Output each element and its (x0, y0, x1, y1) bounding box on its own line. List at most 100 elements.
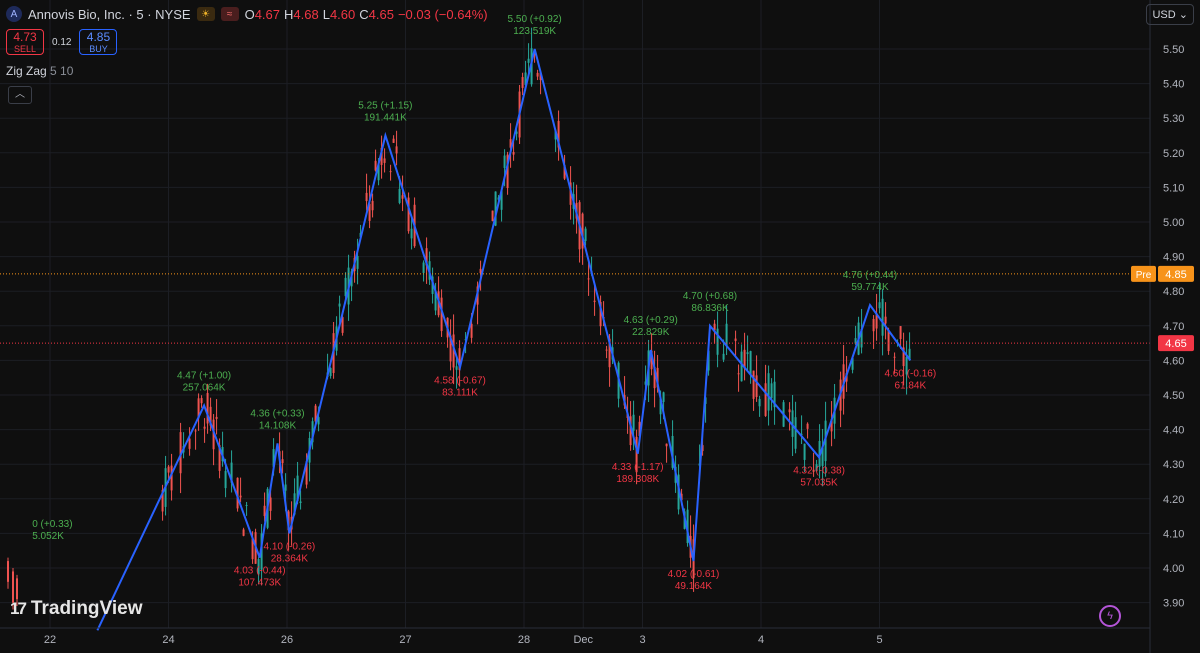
premarket-tag-label: Pre (1136, 270, 1152, 281)
candle-body (758, 399, 761, 407)
candle-body (671, 435, 674, 468)
candle-body (458, 348, 461, 371)
candle-body (905, 356, 908, 375)
price-axis-tick: 4.50 (1163, 390, 1184, 402)
candle-body (584, 228, 587, 241)
buy-label: BUY (89, 44, 108, 54)
candle-body (515, 131, 518, 134)
candle-body (881, 298, 884, 336)
pivot-low-volume: 189.308K (616, 474, 659, 485)
chevron-up-icon[interactable]: ︿ (8, 86, 32, 104)
zigzag-line (96, 48, 912, 631)
sun-icon[interactable]: ☀ (196, 7, 215, 21)
pivot-low-volume: 61.84K (894, 380, 926, 391)
candle-body (470, 323, 473, 338)
candle-body (167, 466, 170, 473)
candle-body (170, 465, 173, 491)
candle-body (434, 291, 437, 311)
lightning-icon[interactable]: ϟ (1099, 605, 1121, 627)
candle-body (368, 203, 371, 221)
ohlc-value: 4.68 (293, 6, 319, 22)
pivot-low-volume: 57.035K (800, 477, 838, 488)
symbol-logo-icon[interactable]: A (6, 6, 22, 22)
trade-panel: 4.73 SELL 0.12 4.85 BUY (6, 29, 118, 55)
candle-body (245, 504, 248, 506)
watermark-text: TradingView (30, 598, 143, 619)
time-axis-tick: Dec (573, 634, 593, 646)
candle-body (557, 120, 560, 148)
candle-body (608, 338, 611, 368)
price-axis-tick: 4.40 (1163, 425, 1184, 437)
wave-icon[interactable]: ≈ (220, 7, 239, 21)
pivot-high-volume: 14.108K (259, 420, 297, 431)
candle-body (356, 255, 359, 269)
time-axis-tick: 22 (44, 634, 56, 646)
pivot-high-label: 4.36 (+0.33) (250, 408, 304, 419)
candle-body (317, 417, 320, 425)
symbol-header: A Annovis Bio, Inc. · 5 · NYSE ☀ ≈ O4.67… (0, 0, 492, 28)
candle-body (452, 334, 455, 368)
candle-body (755, 375, 758, 398)
candle-body (740, 351, 743, 382)
candle-body (197, 398, 200, 419)
candle-body (236, 477, 239, 509)
sell-button[interactable]: 4.73 SELL (6, 29, 44, 55)
candle-body (296, 475, 299, 501)
candle-body (638, 421, 641, 436)
candle-body (659, 398, 662, 415)
price-axis-tick: 5.00 (1163, 217, 1184, 229)
candle-body (632, 414, 635, 431)
candle-body (341, 317, 344, 333)
pivot-low-label: 4.33 (-1.17) (612, 462, 664, 473)
candle-body (491, 210, 494, 221)
candle-body (422, 262, 425, 273)
tradingview-mark-icon: 17 (10, 599, 27, 618)
candle-body (389, 171, 392, 173)
indicator-params: 5 10 (50, 64, 74, 78)
candle-body (746, 352, 749, 355)
candle-body (410, 228, 413, 239)
pivot-high-label: 0 (+0.33) (32, 519, 72, 530)
ohlc-value: 4.60 (329, 6, 356, 22)
candle-body (392, 138, 395, 143)
candle-body (338, 303, 341, 307)
candle-body (188, 438, 191, 449)
pivot-high-label: 5.50 (+0.92) (508, 14, 562, 25)
time-axis-tick: 24 (162, 634, 174, 646)
pivot-low-label: 4.60 (-0.16) (884, 368, 936, 379)
spread-value: 0.12 (52, 36, 72, 48)
candle-body (593, 300, 596, 302)
candle-body (215, 416, 218, 419)
time-axis-tick: 3 (639, 634, 645, 646)
currency-selector[interactable]: USD ⌄ (1146, 4, 1194, 25)
pivot-high-volume: 257.064K (183, 382, 226, 393)
indicator-name: Zig Zag (6, 64, 47, 78)
candle-body (554, 130, 557, 140)
candle-body (203, 426, 206, 429)
price-axis-tick: 5.40 (1163, 79, 1184, 91)
candle-body (536, 72, 539, 77)
candle-body (680, 493, 683, 501)
pivot-high-volume: 22.829K (632, 327, 670, 338)
pivot-high-label: 4.47 (+1.00) (177, 370, 231, 381)
candle-body (899, 326, 902, 340)
candle-body (329, 367, 332, 376)
candle-body (500, 190, 503, 210)
candle-body (281, 459, 284, 464)
indicator-legend[interactable]: Zig Zag 5 10 (6, 64, 73, 78)
premarket-tag (1131, 265, 1156, 282)
pivot-low-label: 4.32 (-0.38) (793, 465, 845, 476)
candle-body (383, 158, 386, 163)
tradingview-logo[interactable]: 17 TradingView (10, 598, 143, 620)
candle-body (224, 471, 227, 489)
candle-body (764, 383, 767, 416)
candle-body (218, 445, 221, 471)
candle-body (737, 373, 740, 375)
symbol-title[interactable]: Annovis Bio, Inc. · 5 · NYSE (28, 6, 191, 22)
buy-button[interactable]: 4.85 BUY (79, 29, 118, 55)
buy-price: 4.85 (86, 30, 111, 44)
candle-body (494, 191, 497, 226)
candle-body (242, 529, 245, 536)
premarket-price-badge (1158, 265, 1194, 282)
